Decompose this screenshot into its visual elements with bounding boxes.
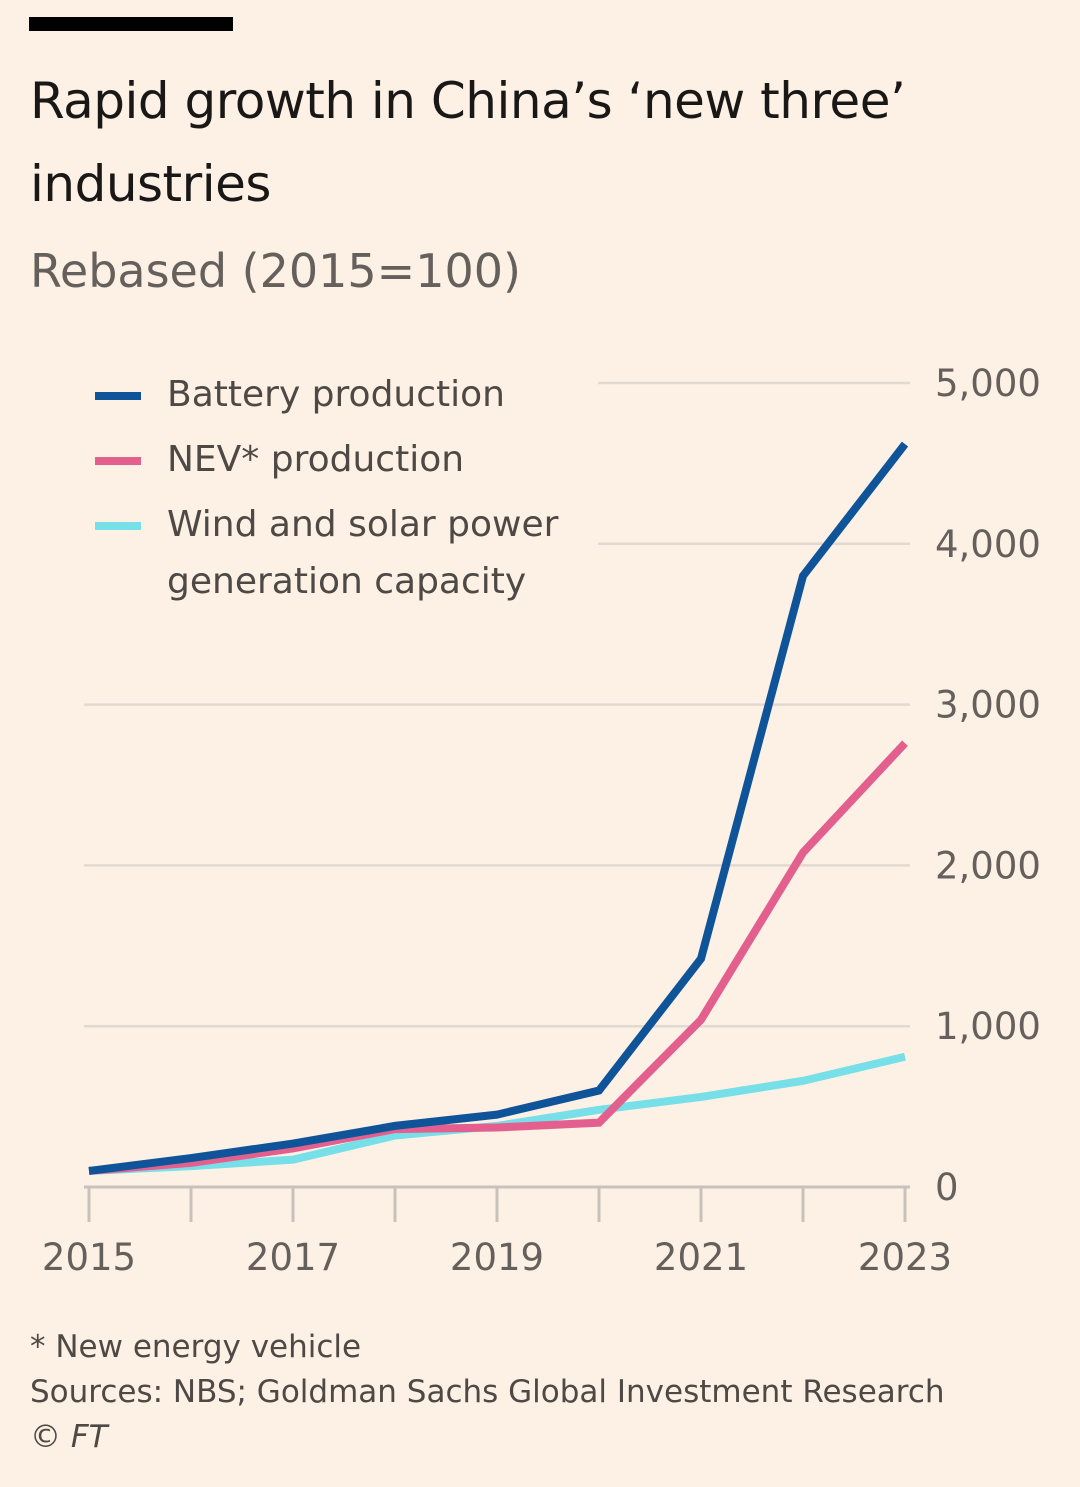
legend: Battery production NEV* production Wind … — [95, 366, 615, 618]
battery-line — [88, 441, 909, 1175]
nev-line — [88, 740, 908, 1175]
credit: © FT — [30, 1419, 108, 1455]
x-axis-labels: 2015 2017 2019 2021 2023 — [42, 1236, 952, 1279]
chart-subtitle: Rebased (2015=100) — [30, 244, 521, 298]
chart-title: Rapid growth in China’s ‘new three’ indu… — [30, 72, 906, 213]
y-tick-label: 0 — [935, 1166, 959, 1209]
x-axis — [84, 1185, 910, 1222]
legend-swatch-nev — [95, 457, 141, 465]
x-tick-label: 2021 — [654, 1236, 748, 1279]
y-tick-label: 3,000 — [935, 684, 1041, 727]
legend-label-battery: Battery production — [167, 374, 505, 415]
footer: * New energy vehicle Sources: NBS; Goldm… — [30, 1325, 945, 1460]
legend-item-nev: NEV* production — [95, 431, 615, 488]
y-tick-label: 2,000 — [935, 844, 1041, 887]
legend-item-battery: Battery production — [95, 366, 615, 423]
legend-label-nev: NEV* production — [167, 439, 465, 480]
y-tick-label: 4,000 — [935, 523, 1041, 566]
header-accent-bar — [29, 17, 233, 31]
legend-swatch-battery — [95, 392, 141, 400]
series-lines — [88, 441, 909, 1175]
legend-swatch-wind-solar — [95, 522, 141, 530]
y-tick-label: 1,000 — [935, 1005, 1041, 1048]
x-tick-label: 2019 — [450, 1236, 544, 1279]
y-axis-labels: 0 1,000 2,000 3,000 4,000 5,000 — [935, 362, 1041, 1209]
legend-label-wind-solar: Wind and solar power generation capacity — [167, 504, 559, 602]
x-tick-label: 2017 — [246, 1236, 340, 1279]
x-tick-label: 2015 — [42, 1236, 136, 1279]
sources: Sources: NBS; Goldman Sachs Global Inves… — [30, 1374, 945, 1410]
y-tick-label: 5,000 — [935, 362, 1041, 405]
x-tick-label: 2023 — [858, 1236, 952, 1279]
legend-item-wind-solar: Wind and solar power generation capacity — [95, 496, 615, 610]
footnote: * New energy vehicle — [30, 1329, 362, 1365]
